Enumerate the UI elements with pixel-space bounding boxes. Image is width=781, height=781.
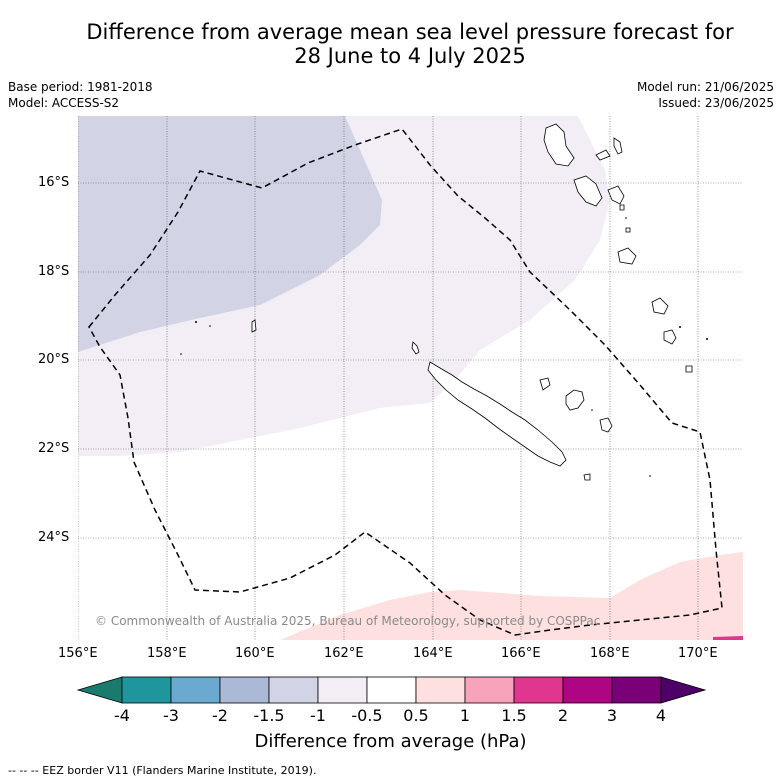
- model-run-label: Model run: 21/06/2025: [636, 80, 774, 94]
- lat-label-20s: 20°S: [38, 352, 70, 367]
- lon-label-158e: 158°E: [147, 646, 187, 661]
- colorbar-title: Difference from average (hPa): [254, 731, 527, 752]
- new-caledonia-island: [427, 361, 567, 467]
- lat-label-16s: 16°S: [38, 175, 70, 190]
- ambae-island: [595, 149, 611, 161]
- aneityum-island: [685, 365, 693, 373]
- eez-border: [88, 128, 723, 636]
- copyright-notice: © Commonwealth of Australia 2025, Bureau…: [95, 614, 601, 628]
- colorbar-label: 2: [557, 706, 569, 725]
- map-title-line-2: 28 June to 4 July 2025: [294, 44, 526, 68]
- lon-label-166e: 166°E: [501, 646, 541, 661]
- anomaly-region-magenta: [713, 636, 743, 640]
- ouvea-island: [539, 377, 551, 391]
- colorbar-label: -2: [212, 706, 228, 725]
- chesterfield-islet: [251, 319, 257, 333]
- colorbar-extend-low: [76, 676, 123, 704]
- espiritu-santo-island: [543, 123, 575, 167]
- small-islet-b: [625, 227, 631, 233]
- lat-label-22s: 22°S: [38, 441, 70, 456]
- gridlines: [78, 116, 743, 640]
- anomaly-region-light-pink: [280, 552, 743, 640]
- lon-label-164e: 164°E: [413, 646, 453, 661]
- anomaly-region-lavender: [78, 116, 382, 352]
- maewo-island: [613, 137, 623, 155]
- mare-island: [599, 417, 613, 433]
- colorbar-label: 4: [655, 706, 667, 725]
- colorbar-label: 0.5: [403, 706, 429, 725]
- colorbar-label: -0.5: [351, 706, 383, 725]
- model-label: Model: ACCESS-S2: [8, 96, 120, 110]
- eez-border-legend: -- -- -- EEZ border V11 (Flanders Marine…: [8, 764, 317, 777]
- erromango-island: [651, 297, 669, 315]
- lifou-island: [565, 389, 585, 411]
- lat-label-24s: 24°S: [38, 530, 70, 545]
- issued-label: Issued: 23/06/2025: [658, 96, 774, 110]
- colorbar-label: 3: [606, 706, 618, 725]
- colorbar-label: 1.5: [501, 706, 527, 725]
- pentecost-island: [607, 185, 625, 205]
- belep-islet: [411, 341, 420, 355]
- colorbar-label: -1.5: [253, 706, 285, 725]
- coastlines: [251, 123, 693, 481]
- malekula-island: [573, 175, 603, 207]
- lon-label-162e: 162°E: [324, 646, 364, 661]
- colorbar-extend-high: [660, 676, 707, 704]
- isle-of-pines: [583, 473, 591, 481]
- lon-label-170e: 170°E: [678, 646, 718, 661]
- tiny-islets: [180, 217, 708, 477]
- colorbar-label: -4: [114, 706, 130, 725]
- lon-label-160e: 160°E: [235, 646, 275, 661]
- colorbar-label: -3: [163, 706, 179, 725]
- lat-label-18s: 18°S: [38, 264, 70, 279]
- colorbar: [76, 676, 707, 704]
- base-period-label: Base period: 1981-2018: [8, 80, 153, 94]
- lon-label-168e: 168°E: [590, 646, 630, 661]
- colorbar-label: -1: [310, 706, 326, 725]
- small-islet-a: [619, 204, 625, 211]
- efate-island: [617, 247, 637, 265]
- colorbar-label: 1: [459, 706, 471, 725]
- tanna-island: [663, 329, 677, 345]
- map-title-line-1: Difference from average mean sea level p…: [86, 20, 734, 44]
- lon-label-156e: 156°E: [58, 646, 98, 661]
